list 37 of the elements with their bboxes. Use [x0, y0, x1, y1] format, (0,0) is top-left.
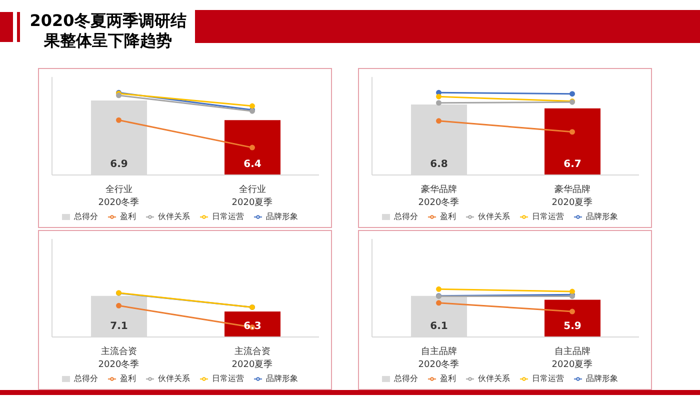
data-label: 6.8 — [430, 159, 448, 170]
legend-label: 盈利 — [120, 212, 136, 221]
legend-label: 日常运营 — [532, 212, 564, 221]
data-label: 6.9 — [110, 159, 128, 170]
data-label: 6.3 — [244, 321, 262, 332]
legend-label: 日常运营 — [212, 212, 244, 221]
legend-label: 总得分 — [394, 212, 418, 221]
x-tick-label: 自主品牌 2020冬季 — [418, 346, 460, 370]
x-tick-label: 豪华品牌 2020冬季 — [418, 184, 460, 208]
data-label: 6.1 — [430, 321, 448, 332]
legend-label: 品牌形象 — [266, 212, 298, 221]
chart-title: 2020冬夏两季调研结果整体呈下降趋势 — [28, 11, 188, 51]
x-tick-label: 主流合资 2020夏季 — [232, 346, 273, 370]
legend-label: 总得分 — [394, 374, 418, 383]
legend-label: 盈利 — [440, 212, 456, 221]
data-label: 7.1 — [110, 321, 128, 332]
x-tick-label: 豪华品牌 2020夏季 — [552, 184, 593, 208]
x-tick-label: 全行业 2020夏季 — [232, 184, 273, 208]
legend-label: 总得分 — [74, 212, 98, 221]
data-label: 6.7 — [564, 159, 582, 170]
legend-label: 伙伴关系 — [158, 212, 190, 221]
legend-label: 品牌形象 — [586, 212, 618, 221]
x-tick-label: 自主品牌 2020夏季 — [552, 346, 593, 370]
legend-label: 伙伴关系 — [478, 212, 510, 221]
legend-label: 品牌形象 — [586, 374, 618, 383]
legend-label: 总得分 — [74, 374, 98, 383]
legend-label: 盈利 — [440, 374, 456, 383]
legend-label: 伙伴关系 — [478, 374, 510, 383]
x-tick-label: 主流合资 2020冬季 — [98, 346, 140, 370]
legend-label: 盈利 — [120, 374, 136, 383]
data-label: 5.9 — [564, 321, 582, 332]
legend-label: 品牌形象 — [266, 374, 298, 383]
x-tick-label: 全行业 2020冬季 — [98, 184, 140, 208]
legend-label: 伙伴关系 — [158, 374, 190, 383]
legend-label: 日常运营 — [212, 374, 244, 383]
legend-label: 日常运营 — [532, 374, 564, 383]
data-label: 6.4 — [244, 159, 262, 170]
